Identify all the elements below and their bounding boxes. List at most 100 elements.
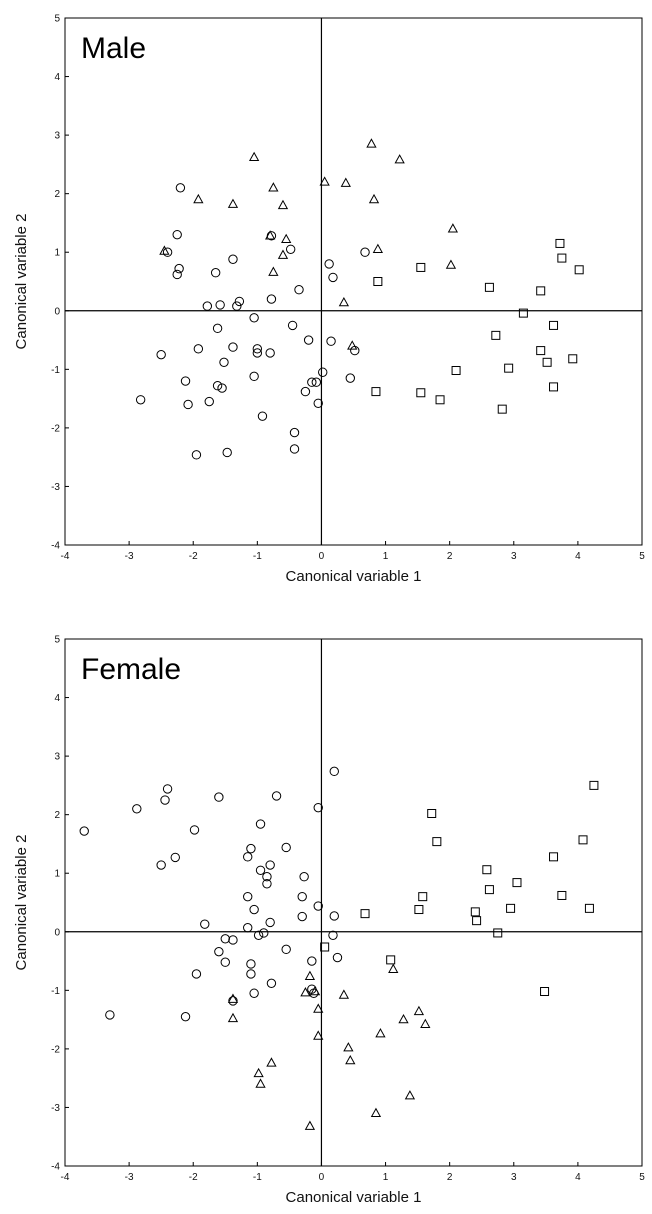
circle-point <box>204 396 214 407</box>
x-tick-label: 0 <box>319 551 325 562</box>
circle-point <box>257 411 268 421</box>
circle-point <box>191 450 202 460</box>
square-point <box>484 282 494 292</box>
circle-point <box>183 399 193 410</box>
circle-point <box>156 860 166 870</box>
x-tick-label: 5 <box>639 551 645 562</box>
triangle-point <box>304 1120 316 1130</box>
circle-point <box>193 344 204 354</box>
square-point <box>451 366 461 376</box>
triangle-point <box>370 1107 382 1117</box>
x-tick-label: 0 <box>319 1172 325 1183</box>
x-axis-title: Canonical variable 1 <box>286 568 422 585</box>
circle-point <box>297 891 307 902</box>
triangle-point <box>248 151 260 162</box>
x-tick-label: -2 <box>189 551 198 562</box>
square-point <box>549 320 559 330</box>
triangle-point <box>375 1028 386 1038</box>
x-tick-label: 4 <box>575 551 581 562</box>
square-point <box>386 955 396 965</box>
circle-point <box>329 766 339 777</box>
circle-point <box>281 944 291 955</box>
circle-point <box>135 395 146 405</box>
circle-point <box>217 383 227 393</box>
y-tick-label: 2 <box>54 810 60 821</box>
circle-point <box>249 313 259 323</box>
circle-point <box>259 928 269 938</box>
circle-point <box>220 957 230 967</box>
circle-point <box>162 247 173 257</box>
plot-frame <box>64 17 643 546</box>
y-tick-label: -2 <box>51 423 60 434</box>
triangle-point <box>420 1018 431 1028</box>
circle-point <box>299 872 309 882</box>
square-point <box>536 346 546 356</box>
triangle-point <box>193 193 204 204</box>
square-point <box>416 388 426 398</box>
y-tick-label: 1 <box>54 248 60 259</box>
circle-point <box>215 300 225 310</box>
square-point <box>557 253 567 263</box>
square-point <box>472 916 482 926</box>
triangle-point <box>265 230 276 240</box>
circle-point <box>246 969 256 979</box>
panel-label: Male <box>81 32 146 65</box>
triangle-point <box>445 259 457 269</box>
x-tick-label: 1 <box>383 1172 389 1183</box>
square-point <box>435 395 445 405</box>
circle-point <box>281 842 291 853</box>
circle-point <box>350 345 360 356</box>
y-tick-label: 2 <box>54 189 60 200</box>
square-point <box>578 835 588 845</box>
x-tick-label: 5 <box>639 1172 645 1183</box>
circle-point <box>265 860 275 870</box>
triangle-point <box>398 1013 409 1024</box>
square-point <box>371 387 381 397</box>
circle-point <box>289 444 300 454</box>
x-tick-label: 3 <box>511 1172 517 1183</box>
triangle-point <box>345 1054 356 1065</box>
triangle-point <box>266 1057 277 1067</box>
square-point <box>373 277 383 286</box>
circle-point <box>228 342 238 352</box>
square-point <box>427 808 437 818</box>
triangle-point <box>404 1090 416 1100</box>
triangle-point <box>313 1003 324 1013</box>
square-point <box>540 987 550 997</box>
triangle-point <box>277 249 289 259</box>
circle-point <box>105 1010 115 1020</box>
circle-point <box>228 996 238 1006</box>
circle-point <box>255 819 266 829</box>
circle-point <box>228 935 238 945</box>
circle-point <box>271 791 282 801</box>
circle-point <box>262 879 272 889</box>
triangle-point <box>347 340 358 350</box>
triangle-point <box>394 154 405 164</box>
triangle-point <box>388 963 399 973</box>
triangle-point <box>268 182 279 192</box>
panel-label: Female <box>81 653 181 686</box>
circle-point <box>307 377 317 387</box>
circle-point <box>328 930 338 940</box>
circle-point <box>232 301 242 311</box>
square-point <box>432 837 442 847</box>
circle-point <box>253 930 264 940</box>
circle-point <box>249 904 259 915</box>
circle-point <box>172 269 182 280</box>
circle-point <box>243 852 253 862</box>
square-point <box>416 262 426 272</box>
square-point <box>484 885 494 895</box>
circle-point <box>252 344 263 354</box>
circle-point <box>297 911 307 922</box>
circle-point <box>246 843 256 854</box>
circle-point <box>175 183 186 193</box>
circle-point <box>262 872 272 882</box>
circle-point <box>170 852 180 863</box>
y-tick-label: 0 <box>54 927 60 938</box>
circle-point <box>287 320 298 331</box>
triangle-point <box>447 223 459 233</box>
circle-point <box>200 919 210 929</box>
circle-point <box>212 323 223 334</box>
circle-point <box>249 371 259 382</box>
